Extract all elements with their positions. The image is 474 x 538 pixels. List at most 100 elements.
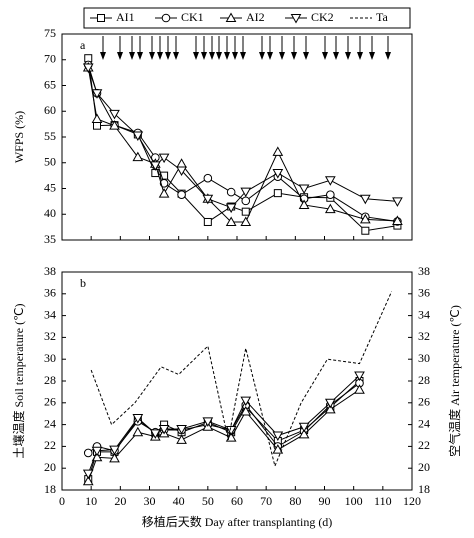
y-tick-label: 22	[44, 438, 56, 452]
marker	[240, 216, 252, 226]
marker	[359, 213, 371, 224]
marker	[91, 89, 103, 99]
x-tick-label: 100	[345, 494, 363, 508]
marker	[158, 153, 170, 164]
marker	[82, 63, 94, 73]
marker	[324, 176, 336, 186]
x-tick-label: 120	[403, 494, 421, 508]
arrow-head	[149, 52, 155, 60]
marker	[392, 215, 403, 225]
series-line	[87, 58, 398, 232]
y-axis-label: WFPS (%)	[12, 111, 26, 163]
marker	[132, 151, 144, 162]
arrow-head	[117, 52, 123, 60]
legend-box	[83, 7, 411, 29]
arrow-head	[157, 52, 163, 60]
x-tick-label: 70	[260, 494, 272, 508]
marker	[359, 194, 371, 205]
panel-label: a	[80, 38, 86, 52]
marker	[225, 432, 237, 442]
marker	[202, 417, 214, 427]
y2-tick-label: 20	[418, 460, 430, 474]
marker	[241, 196, 251, 206]
arrow-head	[357, 52, 363, 60]
marker	[324, 403, 336, 414]
marker	[226, 187, 236, 197]
marker	[241, 207, 250, 216]
x-tick-label: 80	[289, 494, 301, 508]
legend-marker	[97, 14, 105, 22]
marker	[354, 384, 365, 394]
marker	[176, 434, 187, 444]
marker	[298, 184, 310, 195]
legend-label: Ta	[376, 10, 388, 24]
arrow-head	[267, 52, 273, 60]
y2-tick-label: 30	[418, 351, 430, 365]
x-tick-label: 50	[202, 494, 214, 508]
arrow-head	[345, 52, 351, 60]
marker	[176, 424, 187, 435]
marker	[273, 189, 282, 198]
legend-label: CK2	[311, 10, 334, 24]
arrow-head	[240, 52, 246, 60]
legend-marker	[290, 14, 302, 24]
marker	[272, 169, 284, 179]
marker	[225, 203, 237, 214]
marker	[109, 452, 120, 463]
arrow-head	[291, 52, 297, 60]
x-tick-label: 60	[231, 494, 243, 508]
arrow-head	[259, 52, 265, 60]
marker	[240, 396, 252, 407]
marker	[177, 190, 186, 199]
arrow-head	[193, 52, 199, 60]
marker	[91, 446, 103, 457]
y2-tick-label: 34	[418, 307, 430, 321]
y2-tick-label: 28	[418, 373, 430, 387]
x-tick-label: 20	[114, 494, 126, 508]
arrow-head	[165, 52, 171, 60]
irrigation-arrows	[100, 36, 391, 60]
air-temperature-line	[90, 291, 393, 468]
marker	[225, 426, 237, 436]
y2-tick-label: 38	[418, 264, 430, 278]
marker	[298, 428, 310, 439]
arrow-head	[232, 52, 238, 60]
arrow-head	[385, 52, 391, 60]
y2-tick-label: 36	[418, 286, 430, 300]
legend-label: AI2	[246, 10, 265, 24]
arrow-head	[201, 52, 207, 60]
marker	[203, 173, 213, 183]
arrow-head	[216, 52, 222, 60]
x-tick-label: 90	[319, 494, 331, 508]
y-tick-label: 60	[44, 103, 56, 117]
y-tick-label: 50	[44, 155, 56, 169]
marker	[203, 217, 212, 226]
arrow-head	[209, 52, 215, 60]
marker	[82, 469, 94, 480]
legend-marker	[225, 12, 237, 22]
y2-tick-label: 32	[418, 329, 430, 343]
marker	[176, 158, 187, 168]
y-tick-label: 70	[44, 52, 56, 66]
marker	[149, 161, 161, 171]
marker	[324, 203, 336, 214]
y2-axis-label: 空气温度 Air temperature (℃)	[447, 305, 462, 457]
y2-tick-label: 24	[418, 416, 430, 430]
marker	[109, 120, 120, 130]
marker	[159, 179, 169, 188]
marker	[109, 109, 120, 120]
y-tick-label: 55	[44, 129, 56, 143]
y2-tick-label: 26	[418, 395, 430, 409]
y-tick-label: 75	[44, 26, 56, 40]
marker	[158, 424, 170, 435]
arrow-head	[279, 52, 285, 60]
y-tick-label: 28	[44, 373, 56, 387]
arrow-head	[322, 52, 328, 60]
y-tick-label: 65	[44, 77, 56, 91]
x-tick-label: 10	[85, 494, 97, 508]
marker	[272, 444, 284, 454]
y-tick-label: 40	[44, 206, 56, 220]
arrow-head	[333, 52, 339, 60]
marker	[240, 406, 252, 416]
